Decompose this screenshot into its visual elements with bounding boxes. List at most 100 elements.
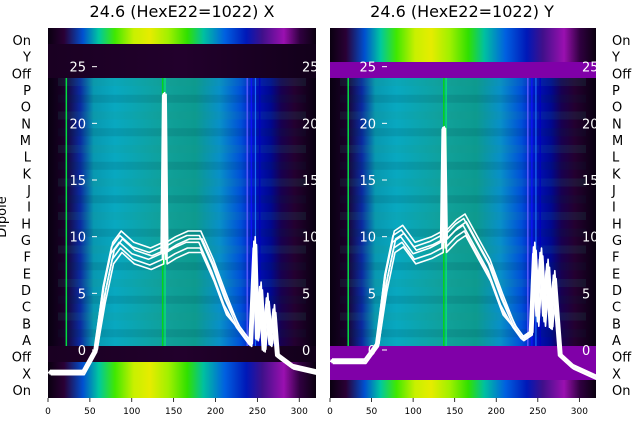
heatmap-row-stripe	[340, 329, 586, 338]
y-ticks-x: 0 5 10 15 20 25 0 5 10 15 20 25	[69, 61, 318, 359]
y-tick-label-edge: 5	[582, 287, 590, 302]
overlay-trace	[332, 130, 600, 382]
heatmap-column-line	[254, 78, 257, 346]
heatmap-band-x-off	[48, 346, 316, 362]
y-tick-label-edge: 15	[582, 174, 599, 189]
y-tick-label: 5	[368, 287, 376, 302]
heatmap-row-stripe	[58, 128, 306, 137]
y-tick-label-edge: 0	[302, 344, 310, 359]
row-label: On	[13, 34, 31, 49]
x-tick-label: 100	[123, 407, 140, 417]
y-tick-label-edge: 20	[302, 117, 319, 132]
panel-x: 24.6 (HexE22=1022) X OnYOffPONMLKJIHGFED…	[12, 2, 320, 417]
heatmap-band-bottom	[330, 380, 596, 398]
row-label: N	[21, 117, 31, 132]
heatmap-row-stripe	[340, 145, 586, 153]
y-tick-label: 0	[78, 344, 86, 359]
row-label: M	[20, 134, 31, 149]
heatmap-row-stripe	[340, 94, 586, 103]
x-tick-label: 150	[446, 407, 463, 417]
row-label: On	[612, 34, 630, 49]
row-label: Off	[612, 67, 632, 82]
row-label: K	[612, 167, 621, 182]
row-label: D	[21, 284, 31, 299]
heatmap-y	[330, 28, 596, 398]
x-tick-label: 300	[291, 407, 308, 417]
heatmap-row-stripe	[58, 161, 306, 170]
heatmap-row-stripe	[340, 245, 586, 254]
heatmap-column-line	[65, 78, 68, 346]
y-axis-label: Dipole	[0, 196, 10, 237]
heatmap-band-top	[330, 28, 596, 62]
row-label: L	[612, 151, 620, 166]
heatmap-row-stripe	[58, 279, 306, 287]
row-label: B	[612, 317, 621, 332]
overlay-trace	[51, 93, 320, 373]
panel-y: 24.6 (HexE22=1022) Y OnYOffPONMLKJIHGFED…	[327, 2, 632, 417]
heatmap-row-stripe	[58, 178, 306, 187]
chart-title-x: 24.6 (HexE22=1022) X	[90, 2, 275, 21]
row-label: On	[13, 384, 31, 399]
row-label: A	[22, 334, 31, 349]
x-tick-label: 150	[165, 407, 182, 417]
y-tick-label: 25	[359, 61, 376, 76]
row-label: Off	[12, 67, 32, 82]
heatmap-row-stripe	[340, 161, 586, 170]
y-tick-label: 15	[69, 174, 86, 189]
overlay-lines-y	[330, 125, 600, 382]
heatmap-row-stripe	[340, 312, 586, 321]
y-tick-label-edge: 10	[582, 231, 599, 246]
heatmap-x	[48, 28, 316, 398]
heatmap-row-stripe	[58, 195, 306, 204]
heatmap-row-stripe	[58, 312, 306, 321]
x-ticks-x: 0 50 100 150 200 250 300	[45, 398, 308, 417]
heatmap-band-bottom	[48, 362, 316, 398]
x-tick-label: 0	[45, 407, 51, 417]
x-tick-label: 50	[84, 407, 96, 417]
row-label: P	[23, 84, 31, 99]
y-tick-label-edge: 15	[302, 174, 319, 189]
heatmap-row-stripe	[340, 78, 586, 86]
row-label: O	[612, 101, 622, 116]
heatmap-column-line	[347, 78, 349, 346]
row-label: F	[612, 251, 619, 266]
y-tick-label: 10	[69, 231, 86, 246]
x-tick-label: 50	[366, 407, 378, 417]
y-tick-label: 10	[359, 231, 376, 246]
y-tick-label: 20	[359, 117, 376, 132]
row-label: L	[24, 151, 32, 166]
heatmap-row-stripe	[340, 128, 586, 137]
row-label: Y	[22, 51, 31, 66]
row-label: B	[22, 317, 31, 332]
heatmap-row-stripe	[58, 94, 306, 103]
overlay-lines-x	[48, 91, 320, 376]
heatmap-column-line	[531, 78, 533, 346]
y-tick-label: 5	[78, 287, 86, 302]
heatmap-row-stripe	[58, 295, 306, 304]
heatmap-stripes	[58, 78, 306, 338]
row-label: G	[21, 234, 31, 249]
heatmap-column-line	[539, 78, 541, 346]
x-tick-label: 200	[207, 407, 224, 417]
row-label: K	[22, 167, 31, 182]
x-tick-label: 250	[529, 407, 546, 417]
x-tick-label: 0	[327, 407, 333, 417]
y-tick-label-edge: 0	[582, 344, 590, 359]
heatmap-row-stripe	[340, 111, 586, 120]
row-label: P	[612, 84, 620, 99]
heatmap-band-y-off	[330, 62, 596, 78]
y-tick-label-edge: 5	[302, 287, 310, 302]
x-ticks-y: 0 50 100 150 200 250 300	[327, 398, 588, 417]
heatmap-row-stripe	[58, 145, 306, 153]
row-label: N	[612, 117, 622, 132]
row-label: Y	[611, 51, 620, 66]
row-label: I	[27, 201, 31, 216]
heatmap-row-stripe	[58, 228, 306, 237]
y-tick-label-edge: 20	[582, 117, 599, 132]
heatmap-row-stripe	[58, 111, 306, 120]
y-tick-label: 25	[69, 61, 86, 76]
row-label: M	[612, 134, 623, 149]
